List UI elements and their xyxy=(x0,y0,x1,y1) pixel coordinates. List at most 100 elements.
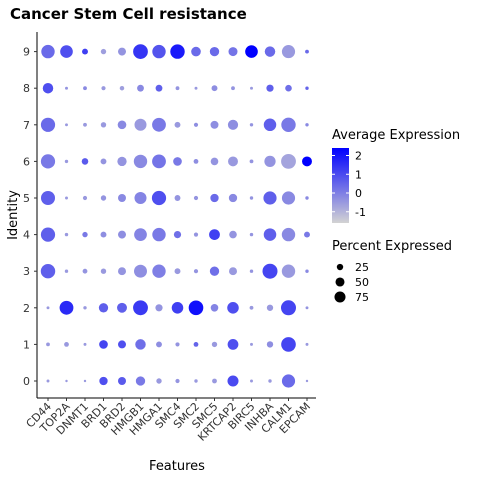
size-legend-dot xyxy=(336,263,344,271)
dot-smc5-id9 xyxy=(209,46,220,57)
dot-smc5-id5 xyxy=(210,193,219,203)
dot-inhba-id8 xyxy=(266,84,274,92)
dot-epcam-id1 xyxy=(305,342,309,346)
size-legend-label: 25 xyxy=(355,261,369,274)
dot-dnmt1-id4 xyxy=(82,231,88,238)
dot-top2a-id2 xyxy=(59,300,74,315)
dot-hmgb1-id3 xyxy=(134,264,147,278)
dot-brd1-id4 xyxy=(100,231,107,238)
dot-birc5-id7 xyxy=(249,123,254,127)
dot-birc5-id2 xyxy=(249,305,254,310)
dot-brd2-id8 xyxy=(119,85,125,91)
dot-hmga1-id3 xyxy=(152,264,166,278)
dot-top2a-id9 xyxy=(60,45,73,58)
dot-birc5-id5 xyxy=(249,196,254,200)
y-tick-label: 4 xyxy=(23,229,30,242)
dot-calm1-id7 xyxy=(281,117,296,133)
dot-epcam-id0 xyxy=(305,379,309,383)
dot-smc4-id2 xyxy=(171,302,184,314)
dot-hmga1-id8 xyxy=(155,84,163,92)
dot-dnmt1-id8 xyxy=(83,86,87,91)
dot-birc5-id6 xyxy=(249,159,254,164)
dot-calm1-id4 xyxy=(281,227,296,242)
dot-calm1-id3 xyxy=(281,264,296,278)
dot-smc5-id7 xyxy=(210,120,219,129)
dot-epcam-id3 xyxy=(305,269,309,273)
dot-smc2-id8 xyxy=(194,86,198,90)
dot-smc4-id1 xyxy=(175,342,180,347)
dot-calm1-id9 xyxy=(281,45,296,59)
dot-smc4-id4 xyxy=(173,230,182,239)
dot-smc2-id7 xyxy=(193,122,199,127)
dot-birc5-id1 xyxy=(250,342,253,346)
dot-hmgb1-id1 xyxy=(135,339,146,350)
dot-birc5-id4 xyxy=(249,232,254,237)
dot-cd44-id1 xyxy=(46,342,50,347)
dot-dnmt1-id6 xyxy=(81,158,89,165)
chart-title: Cancer Stem Cell resistance xyxy=(10,5,247,23)
dot-smc2-id0 xyxy=(194,379,198,383)
y-tick-label: 0 xyxy=(23,375,30,388)
dot-brd2-id2 xyxy=(117,302,127,313)
dot-smc4-id0 xyxy=(175,378,180,384)
dot-cd44-id4 xyxy=(40,227,56,242)
dot-inhba-id7 xyxy=(263,118,277,132)
dot-dnmt1-id3 xyxy=(82,268,88,274)
dot-birc5-id3 xyxy=(249,269,254,273)
dot-top2a-id0 xyxy=(65,379,68,383)
dot-krtcap2-id7 xyxy=(227,119,239,130)
y-tick-label: 3 xyxy=(23,265,30,278)
dot-brd2-id7 xyxy=(117,120,127,130)
color-legend: Average Expression 2 1 0 -1 xyxy=(332,128,460,223)
dot-brd1-id3 xyxy=(100,268,107,274)
dot-birc5-id0 xyxy=(250,379,253,383)
dot-smc4-id5 xyxy=(174,195,181,201)
dot-cd44-id5 xyxy=(40,190,56,206)
dot-inhba-id1 xyxy=(266,341,274,348)
y-tick-label: 1 xyxy=(23,338,30,351)
dot-cd44-id8 xyxy=(42,82,54,94)
dot-smc5-id8 xyxy=(211,85,218,92)
dot-epcam-id8 xyxy=(305,86,309,90)
dot-hmgb1-id8 xyxy=(137,84,144,92)
dot-krtcap2-id8 xyxy=(231,86,235,91)
dot-brd2-id9 xyxy=(118,47,126,56)
x-axis-label: Features xyxy=(149,459,205,474)
dot-top2a-id3 xyxy=(64,269,69,273)
y-tick-label: 8 xyxy=(23,82,30,95)
dot-smc5-id4 xyxy=(209,229,220,240)
size-legend-dot xyxy=(334,291,346,303)
dot-cd44-id6 xyxy=(40,154,56,169)
y-tick-label: 7 xyxy=(23,119,30,132)
dot-brd1-id1 xyxy=(99,340,108,349)
dot-hmga1-id4 xyxy=(152,227,166,242)
dot-epcam-id6 xyxy=(302,156,312,167)
dot-smc5-id6 xyxy=(210,157,219,166)
dot-brd1-id2 xyxy=(98,303,109,313)
dot-epcam-id9 xyxy=(305,49,309,54)
y-tick-labels: 0 1 2 3 4 5 6 7 8 9 xyxy=(23,46,37,388)
dot-inhba-id0 xyxy=(268,379,272,383)
dot-smc2-id9 xyxy=(191,46,201,57)
dot-hmga1-id0 xyxy=(156,378,162,384)
color-tick-label: 0 xyxy=(355,187,362,200)
dot-hmgb1-id4 xyxy=(134,228,147,241)
dot-epcam-id7 xyxy=(305,123,309,127)
size-legend-title: Percent Expressed xyxy=(332,239,452,254)
y-tick-label: 9 xyxy=(23,46,30,59)
dot-brd2-id6 xyxy=(117,156,127,167)
dot-brd1-id0 xyxy=(99,376,108,386)
dot-hmgb1-id0 xyxy=(135,376,146,386)
y-tick-label: 6 xyxy=(23,155,30,168)
dot-brd2-id4 xyxy=(118,230,126,239)
y-axis-label: Identity xyxy=(6,190,21,240)
dot-calm1-id6 xyxy=(281,153,296,169)
dot-smc2-id6 xyxy=(193,158,199,164)
dot-epcam-id2 xyxy=(305,306,309,310)
dot-inhba-id9 xyxy=(264,46,276,57)
dot-smc4-id7 xyxy=(174,121,181,128)
dot-krtcap2-id6 xyxy=(228,156,238,167)
dot-top2a-id5 xyxy=(65,196,68,200)
dot-smc5-id1 xyxy=(211,341,218,348)
